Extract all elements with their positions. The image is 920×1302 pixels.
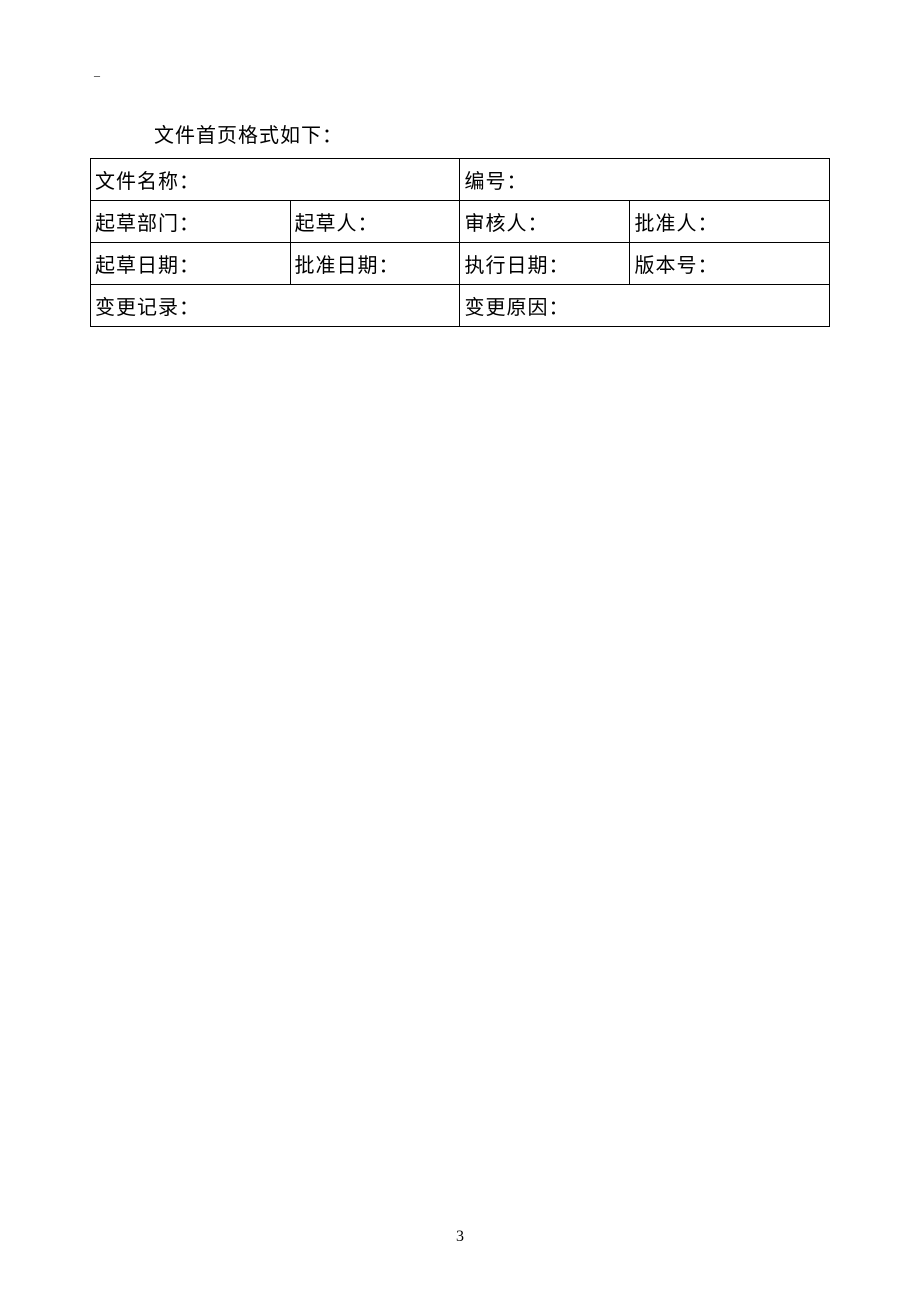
table-row: 文件名称： 编号：: [91, 159, 830, 201]
cell-exec-date: 执行日期：: [460, 243, 630, 285]
cell-draft-dept: 起草部门：: [91, 201, 291, 243]
cell-change-reason: 变更原因：: [460, 285, 830, 327]
cell-drafter: 起草人：: [290, 201, 460, 243]
cell-change-record: 变更记录：: [91, 285, 460, 327]
cell-number: 编号：: [460, 159, 830, 201]
cell-version: 版本号：: [630, 243, 830, 285]
cell-reviewer: 审核人：: [460, 201, 630, 243]
heading-text: 文件首页格式如下：: [154, 119, 830, 148]
dash-mark: –: [94, 68, 830, 83]
table-body: 文件名称： 编号： 起草部门： 起草人： 审核人： 批准人： 起草日期： 批准日…: [91, 159, 830, 327]
page-number: 3: [0, 1228, 920, 1246]
cell-file-name: 文件名称：: [91, 159, 460, 201]
table-row: 起草部门： 起草人： 审核人： 批准人：: [91, 201, 830, 243]
table-row: 起草日期： 批准日期： 执行日期： 版本号：: [91, 243, 830, 285]
form-table: 文件名称： 编号： 起草部门： 起草人： 审核人： 批准人： 起草日期： 批准日…: [90, 158, 830, 327]
page-content: – 文件首页格式如下： 文件名称： 编号： 起草部门： 起草人： 审核人： 批准…: [0, 0, 920, 327]
table-row: 变更记录： 变更原因：: [91, 285, 830, 327]
cell-draft-date: 起草日期：: [91, 243, 291, 285]
cell-approve-date: 批准日期：: [290, 243, 460, 285]
cell-approver: 批准人：: [630, 201, 830, 243]
